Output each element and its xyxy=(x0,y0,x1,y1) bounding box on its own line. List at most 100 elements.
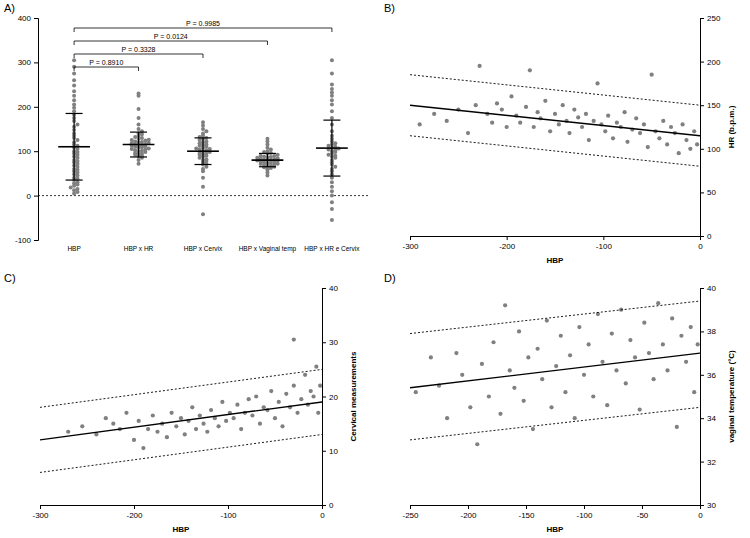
point xyxy=(309,389,313,393)
tick-label: 200 xyxy=(707,58,721,67)
significance-bracket xyxy=(74,67,138,71)
point xyxy=(480,362,484,366)
point xyxy=(232,416,236,420)
point xyxy=(201,127,205,131)
significance-bracket xyxy=(74,54,203,58)
tick-label: 20 xyxy=(329,393,338,402)
point xyxy=(587,342,591,346)
point xyxy=(330,185,334,189)
tick-mark xyxy=(34,107,38,108)
point xyxy=(72,72,76,76)
point xyxy=(503,303,507,307)
point xyxy=(239,427,243,431)
tick-mark xyxy=(700,288,704,289)
tick-label: HBP x Cervix xyxy=(184,245,223,252)
point xyxy=(140,140,144,144)
point xyxy=(692,390,696,394)
point xyxy=(133,135,137,139)
tick-label: 40 xyxy=(329,284,338,293)
reference-line xyxy=(38,195,368,196)
tick: 10 xyxy=(322,447,338,456)
point xyxy=(563,390,567,394)
point xyxy=(327,153,331,157)
error-bar-cap xyxy=(323,120,340,121)
point xyxy=(198,413,202,417)
tick-label: 10 xyxy=(329,447,338,456)
tick-label: -100 xyxy=(596,242,613,251)
panel-label: C) xyxy=(4,272,16,284)
point xyxy=(330,207,334,211)
point xyxy=(205,430,209,434)
point xyxy=(137,419,141,423)
point xyxy=(303,373,307,377)
point xyxy=(592,119,596,123)
tick-mark xyxy=(34,151,38,152)
point xyxy=(137,91,141,95)
point xyxy=(72,98,76,102)
x-axis-title: HBP xyxy=(173,525,191,534)
point xyxy=(262,155,266,159)
tick-mark xyxy=(700,375,704,376)
point xyxy=(429,355,433,359)
error-bar-cap xyxy=(130,156,147,157)
point xyxy=(554,364,558,368)
axis-line xyxy=(41,506,323,510)
tick: 100 xyxy=(700,145,721,154)
tick: -150 xyxy=(518,505,535,520)
point xyxy=(72,58,76,62)
tick: -100 xyxy=(220,505,237,520)
tick-label: -150 xyxy=(518,511,535,520)
point xyxy=(269,389,273,393)
tick-label: 40 xyxy=(707,284,716,293)
error-bar xyxy=(323,120,340,176)
tick-label: -100 xyxy=(576,511,593,520)
plot-area xyxy=(38,58,368,222)
point xyxy=(330,58,334,62)
point xyxy=(133,148,137,152)
tick-mark xyxy=(700,149,704,150)
point xyxy=(512,386,516,390)
x-axis: -300-200-1000 xyxy=(402,236,703,251)
error-bar xyxy=(66,113,83,180)
axis-line xyxy=(411,506,701,510)
tick-label: 0 xyxy=(320,511,325,520)
axis-line xyxy=(34,19,39,241)
point xyxy=(500,107,504,111)
tick-mark xyxy=(642,505,643,509)
tick-mark xyxy=(322,505,326,506)
point xyxy=(72,89,76,93)
point xyxy=(265,137,269,141)
point xyxy=(508,368,512,372)
tick: 30 xyxy=(700,501,716,510)
point xyxy=(151,413,155,417)
tick: 200 xyxy=(700,58,721,67)
point xyxy=(642,321,646,325)
error-bar-cap xyxy=(66,113,83,114)
point xyxy=(258,422,262,426)
tick-label: 34 xyxy=(707,414,716,423)
point xyxy=(543,99,547,103)
point xyxy=(677,151,681,155)
point xyxy=(269,155,273,159)
tick-mark xyxy=(322,342,326,343)
point xyxy=(661,119,665,123)
point xyxy=(155,430,159,434)
point xyxy=(140,136,144,140)
point xyxy=(265,168,269,172)
error-bar-stem xyxy=(331,120,332,176)
point xyxy=(466,131,470,135)
y-axis: 010203040 xyxy=(322,284,338,510)
point xyxy=(669,125,673,129)
error-bar-stem xyxy=(73,113,74,180)
y-axis-title: HR (b.p.m.) xyxy=(727,105,736,148)
point xyxy=(72,109,76,113)
point xyxy=(611,136,615,140)
point xyxy=(689,325,693,329)
plot-area xyxy=(40,337,322,472)
point xyxy=(330,189,334,193)
tick-label: HBP x HR e Cervix xyxy=(304,245,360,252)
point xyxy=(201,167,205,171)
tick: 30 xyxy=(322,338,338,347)
point xyxy=(606,114,610,118)
point xyxy=(111,422,115,426)
